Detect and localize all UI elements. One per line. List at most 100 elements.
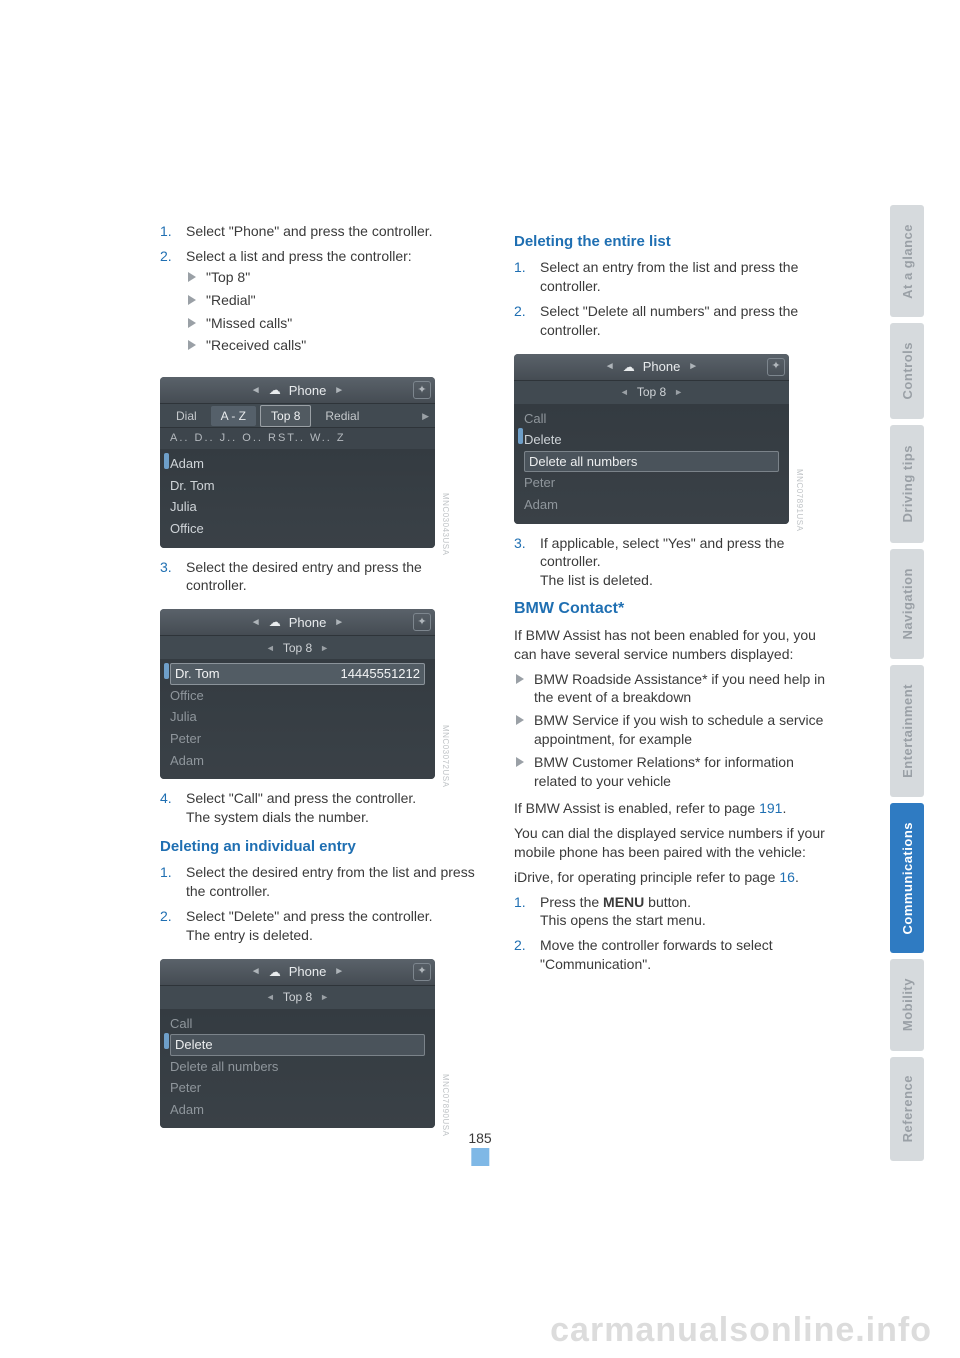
contact-step-2: 2. Move the controller forwards to selec…	[514, 936, 840, 974]
idrive-title: Phone	[289, 382, 327, 400]
idrive-tab[interactable]: A - Z	[211, 406, 256, 426]
idrive-subbar: ◄Top 8►	[160, 985, 435, 1009]
side-tab-driving-tips[interactable]: Driving tips	[890, 425, 924, 543]
idrive-tab[interactable]: Redial	[315, 406, 369, 426]
triangle-icon	[516, 757, 524, 767]
idrive-tab[interactable]: Top 8	[260, 405, 311, 427]
idrive-list-row[interactable]: Julia	[170, 496, 425, 518]
side-tab-navigation[interactable]: Navigation	[890, 549, 924, 659]
idrive-list-row[interactable]: Call	[524, 408, 779, 430]
bullet-text: "Missed calls"	[206, 314, 292, 333]
step-4: 4. Select "Call" and press the controlle…	[160, 789, 486, 827]
step-number: 4.	[160, 789, 174, 827]
chevron-right-icon: ►	[674, 386, 683, 398]
step-text-a: Press the MENU button.	[540, 893, 840, 912]
idrive-title: Phone	[643, 358, 681, 376]
idrive-list-row[interactable]: Office	[170, 518, 425, 540]
step-number: 2.	[160, 907, 174, 945]
idrive-screen: ◄☁Phone►✦◄Top 8►Dr. Tom14445551212Office…	[160, 609, 435, 779]
side-tab-at-a-glance[interactable]: At a glance	[890, 205, 924, 317]
idrive-principle-line: iDrive, for operating principle refer to…	[514, 868, 840, 887]
triangle-icon	[516, 715, 524, 725]
idrive-tab[interactable]: Dial	[166, 406, 207, 426]
cloud-icon: ☁	[269, 382, 281, 398]
step-text-a: Select "Call" and press the controller.	[186, 789, 486, 808]
chevron-right-icon: ►	[334, 616, 344, 630]
step-text-a: If applicable, select "Yes" and press th…	[540, 534, 840, 572]
step-text: Select an entry from the list and press …	[540, 258, 840, 296]
side-tab-controls[interactable]: Controls	[890, 323, 924, 419]
step-2: 2. Select a list and press the controlle…	[160, 247, 486, 363]
idrive-screen: ◄☁Phone►✦◄Top 8►CallDeleteDelete all num…	[514, 354, 789, 524]
triangle-icon	[188, 295, 196, 305]
page-ref-16[interactable]: 16	[779, 869, 795, 885]
page-ref-191[interactable]: 191	[759, 800, 782, 816]
idrive-list-row[interactable]: Julia	[170, 706, 425, 728]
figure-code: MNC07890USA	[439, 1074, 450, 1138]
idrive-text-c: .	[795, 869, 799, 885]
idrive-screen: ◄☁Phone►✦DialA - ZTop 8Redial▶A.. D.. J.…	[160, 377, 435, 547]
idrive-list-row[interactable]: Peter	[524, 472, 779, 494]
idrive-list-row[interactable]: Peter	[170, 1077, 425, 1099]
idrive-list-row[interactable]: Delete	[170, 1034, 425, 1056]
side-tab-entertainment[interactable]: Entertainment	[890, 665, 924, 797]
idrive-list-row[interactable]: Peter	[170, 728, 425, 750]
idrive-screen: ◄☁Phone►✦◄Top 8►CallDeleteDelete all num…	[160, 959, 435, 1129]
bullet-item: BMW Service if you wish to schedule a se…	[514, 711, 840, 749]
corner-icon: ✦	[413, 613, 431, 631]
menu-button-label: MENU	[603, 894, 644, 910]
scroll-thumb[interactable]	[518, 428, 523, 444]
scroll-thumb[interactable]	[164, 1033, 169, 1049]
step-text: Select a list and press the controller:	[186, 247, 486, 266]
step-text-b: This opens the start menu.	[540, 911, 840, 930]
step-1: 1. Select "Phone" and press the controll…	[160, 222, 486, 241]
step-body: Select a list and press the controller: …	[186, 247, 486, 363]
chevron-left-icon: ◄	[605, 360, 615, 374]
triangle-icon	[188, 340, 196, 350]
text-pre: Press the	[540, 894, 603, 910]
side-tab-reference[interactable]: Reference	[890, 1057, 924, 1161]
idrive-list-row[interactable]: Office	[170, 685, 425, 707]
idrive-list: CallDeleteDelete all numbersPeterAdam	[160, 1009, 435, 1129]
idrive-list: AdamDr. TomJuliaOffice	[160, 449, 435, 547]
step-text: Select the desired entry from the list a…	[186, 863, 486, 901]
scroll-thumb[interactable]	[164, 663, 169, 679]
idrive-figure-1: ◄☁Phone►✦DialA - ZTop 8Redial▶A.. D.. J.…	[160, 369, 486, 557]
step-text-a: Select "Delete" and press the controller…	[186, 907, 486, 926]
del-all-step-3: 3. If applicable, select "Yes" and press…	[514, 534, 840, 591]
figure-code: MNC03072USA	[439, 725, 450, 789]
cloud-icon: ☁	[269, 614, 281, 630]
idrive-list-row[interactable]: Delete all numbers	[524, 451, 779, 473]
idrive-list-row[interactable]: Adam	[170, 1099, 425, 1121]
bullet-text: BMW Customer Relations* for information …	[534, 753, 840, 791]
idrive-list-row[interactable]: Dr. Tom	[170, 475, 425, 497]
bullet-item: BMW Customer Relations* for information …	[514, 753, 840, 791]
del-all-step-2: 2. Select "Delete all numbers" and press…	[514, 302, 840, 340]
corner-icon: ✦	[767, 358, 785, 376]
step-text: Move the controller forwards to select "…	[540, 936, 840, 974]
corner-icon: ✦	[413, 381, 431, 399]
idrive-subbar-label: Top 8	[283, 640, 312, 656]
idrive-list-row[interactable]: Delete all numbers	[170, 1056, 425, 1078]
side-tab-mobility[interactable]: Mobility	[890, 959, 924, 1051]
idrive-row-value: 14445551212	[340, 665, 420, 683]
idrive-titlebar: ◄☁Phone►✦	[514, 354, 789, 380]
step-text: Select "Phone" and press the controller.	[186, 222, 486, 241]
idrive-list-row[interactable]: Adam	[170, 453, 425, 475]
page-number: 185	[468, 1130, 491, 1146]
step-body: Select "Delete" and press the controller…	[186, 907, 486, 945]
chevron-left-icon: ◄	[251, 616, 261, 630]
idrive-list-row[interactable]: Adam	[170, 750, 425, 772]
step-number: 2.	[514, 302, 528, 340]
bullet-list: "Top 8""Redial""Missed calls""Received c…	[186, 268, 486, 356]
idrive-list-row[interactable]: Adam	[524, 494, 779, 516]
step-text-b: The list is deleted.	[540, 571, 840, 590]
triangle-icon	[188, 318, 196, 328]
idrive-list-row[interactable]: Delete	[524, 429, 779, 451]
idrive-list-row[interactable]: Call	[170, 1013, 425, 1035]
idrive-title: Phone	[289, 614, 327, 632]
scroll-thumb[interactable]	[164, 453, 169, 469]
side-tab-communications[interactable]: Communications	[890, 803, 924, 953]
idrive-tabs-row: DialA - ZTop 8Redial▶	[160, 403, 435, 427]
idrive-list-row[interactable]: Dr. Tom14445551212	[170, 663, 425, 685]
